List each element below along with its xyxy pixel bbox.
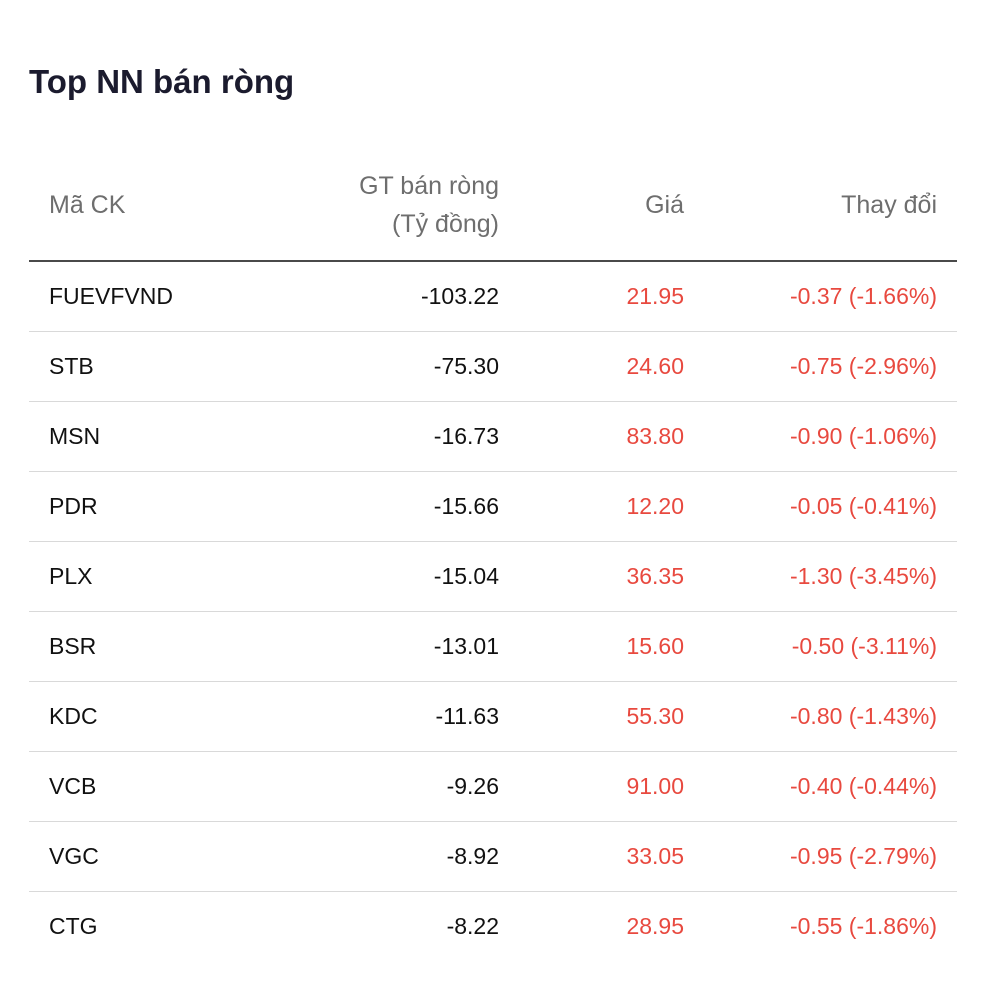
header-row: Mã CK GT bán ròng (Tỷ đồng) Giá Thay đổi	[29, 150, 957, 262]
change-cell: -0.40 (-0.44%)	[704, 751, 957, 822]
change-cell: -0.90 (-1.06%)	[704, 401, 957, 472]
table-row[interactable]: FUEVFVND -103.22 21.95 -0.37 (-1.66%)	[29, 261, 957, 332]
symbol-cell[interactable]: CTG	[49, 913, 98, 939]
table-row[interactable]: CTG -8.22 28.95 -0.55 (-1.86%)	[29, 892, 957, 962]
net-sell-table: Mã CK GT bán ròng (Tỷ đồng) Giá Thay đổi…	[29, 150, 957, 961]
column-header-net-sell: GT bán ròng (Tỷ đồng)	[257, 150, 519, 262]
column-header-symbol: Mã CK	[29, 150, 257, 262]
symbol-cell[interactable]: VCB	[29, 751, 257, 822]
price-cell: 83.80	[519, 401, 704, 472]
table-header: Mã CK GT bán ròng (Tỷ đồng) Giá Thay đổi	[29, 150, 957, 262]
net-sell-value-cell: -16.73	[257, 401, 519, 472]
column-header-price: Giá	[519, 150, 704, 262]
net-sell-value-cell: -75.30	[257, 331, 519, 402]
price-cell: 24.60	[519, 331, 704, 402]
price-cell: 33.05	[519, 821, 704, 892]
price-cell: 21.95	[519, 261, 704, 332]
table-row[interactable]: MSN -16.73 83.80 -0.90 (-1.06%)	[29, 401, 957, 472]
price-cell: 36.35	[519, 541, 704, 612]
table-row[interactable]: PDR -15.66 12.20 -0.05 (-0.41%)	[29, 471, 957, 542]
symbol-cell[interactable]: KDC	[29, 681, 257, 752]
price-cell: 91.00	[519, 751, 704, 822]
symbol-cell[interactable]: FUEVFVND	[29, 261, 257, 332]
symbol-cell[interactable]: PDR	[29, 471, 257, 542]
symbol-cell[interactable]: STB	[29, 331, 257, 402]
change-cell: -0.95 (-2.79%)	[704, 821, 957, 892]
net-sell-value-cell: -8.92	[257, 821, 519, 892]
net-sell-value-cell: -13.01	[257, 611, 519, 682]
column-header-change: Thay đổi	[704, 150, 957, 262]
symbol-cell[interactable]: PLX	[29, 541, 257, 612]
table-row[interactable]: VGC -8.92 33.05 -0.95 (-2.79%)	[29, 821, 957, 892]
table-body: FUEVFVND -103.22 21.95 -0.37 (-1.66%) ST…	[29, 261, 957, 961]
change-cell: -0.55 (-1.86%)	[789, 913, 937, 939]
table-row[interactable]: PLX -15.04 36.35 -1.30 (-3.45%)	[29, 541, 957, 612]
symbol-cell[interactable]: BSR	[29, 611, 257, 682]
price-cell: 12.20	[519, 471, 704, 542]
net-sell-value-cell: -103.22	[257, 261, 519, 332]
widget-title: Top NN bán ròng	[29, 63, 295, 100]
change-cell: -0.37 (-1.66%)	[704, 261, 957, 332]
change-cell: -0.05 (-0.41%)	[704, 471, 957, 542]
net-sell-value-cell: -15.04	[257, 541, 519, 612]
change-cell: -0.80 (-1.43%)	[704, 681, 957, 752]
change-cell: -1.30 (-3.45%)	[704, 541, 957, 612]
net-sell-value-cell: -11.63	[257, 681, 519, 752]
table-row[interactable]: KDC -11.63 55.30 -0.80 (-1.43%)	[29, 681, 957, 752]
table-row[interactable]: BSR -13.01 15.60 -0.50 (-3.11%)	[29, 611, 957, 682]
net-sell-value-cell: -9.26	[257, 751, 519, 822]
column-header-net-sell-unit: (Tỷ đồng)	[392, 210, 499, 238]
price-cell: 55.30	[519, 681, 704, 752]
change-cell: -0.50 (-3.11%)	[704, 611, 957, 682]
table-row[interactable]: VCB -9.26 91.00 -0.40 (-0.44%)	[29, 751, 957, 822]
symbol-cell[interactable]: VGC	[29, 821, 257, 892]
symbol-cell[interactable]: MSN	[29, 401, 257, 472]
net-sell-value-cell: -15.66	[257, 471, 519, 542]
price-cell: 28.95	[626, 913, 684, 939]
net-sell-value-cell: -8.22	[446, 913, 499, 939]
column-header-net-sell-title: GT bán ròng	[359, 172, 499, 200]
change-cell: -0.75 (-2.96%)	[704, 331, 957, 402]
table-row[interactable]: STB -75.30 24.60 -0.75 (-2.96%)	[29, 331, 957, 402]
price-cell: 15.60	[519, 611, 704, 682]
